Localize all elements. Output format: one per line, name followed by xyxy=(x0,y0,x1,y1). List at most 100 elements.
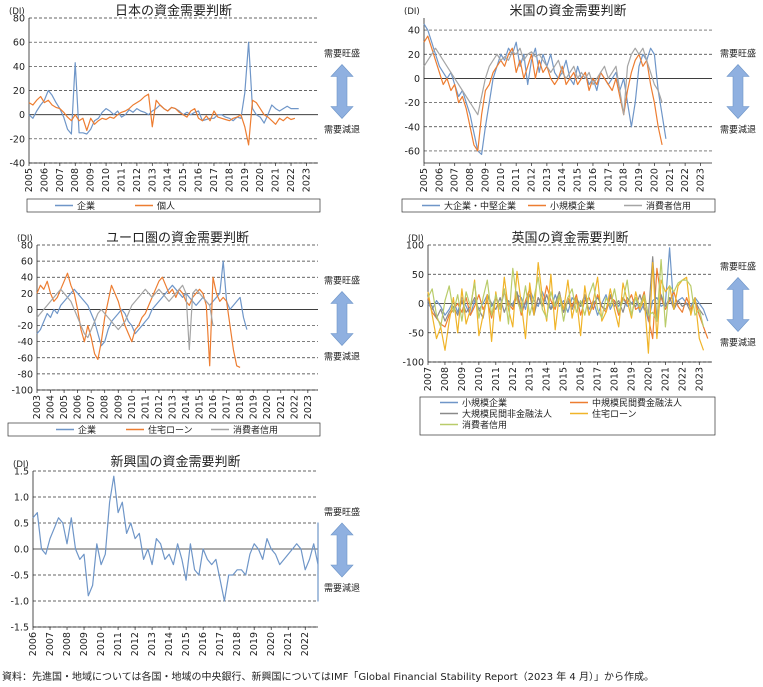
x-tick-label: 2010 xyxy=(127,395,138,419)
x-tick-label: 2014 xyxy=(181,395,192,419)
y-tick-label: 100 xyxy=(406,241,424,252)
double-arrow-icon xyxy=(330,522,354,578)
x-tick-label: 2006 xyxy=(73,395,84,419)
x-tick-label: 2009 xyxy=(457,367,468,391)
y-tick-label: -50 xyxy=(408,328,424,339)
x-tick-label: 2022 xyxy=(289,395,300,419)
x-tick-label: 2018 xyxy=(619,168,630,192)
x-tick-label: 2018 xyxy=(610,367,621,391)
source-note: 資料：先進国・地域については各国・地域の中央銀行、新興国についてはIMF「Glo… xyxy=(2,672,654,683)
x-tick-label: 2009 xyxy=(79,632,90,656)
x-tick-label: 2012 xyxy=(508,367,519,391)
x-tick-label: 2021 xyxy=(665,168,676,192)
label-demand-strong: 需要旺盛 xyxy=(324,506,360,518)
x-tick-label: 2022 xyxy=(680,168,691,192)
x-tick-label: 2013 xyxy=(167,395,178,419)
x-tick-label: 2011 xyxy=(511,168,522,192)
x-tick-label: 2020 xyxy=(262,395,273,419)
x-tick-label: 2019 xyxy=(626,367,637,391)
label-demand-weak: 需要減退 xyxy=(324,124,360,136)
x-tick-label: 2013 xyxy=(542,168,553,192)
legend-label: 小規模企業 xyxy=(462,397,507,409)
y-tick-label: 20 xyxy=(13,86,25,97)
x-tick-label: 2007 xyxy=(86,395,97,419)
x-tick-label: 2019 xyxy=(240,168,251,192)
label-demand-weak: 需要減退 xyxy=(720,124,756,136)
series-line-4 xyxy=(427,259,705,328)
y-tick-label: -40 xyxy=(17,337,33,348)
x-tick-label: 2016 xyxy=(588,168,599,192)
x-tick-label: 2017 xyxy=(215,632,226,656)
y-tick-label: 0.5 xyxy=(14,519,29,530)
x-tick-label: 2006 xyxy=(434,168,445,192)
x-tick-label: 2019 xyxy=(249,632,260,656)
label-demand-strong: 需要旺盛 xyxy=(324,275,360,287)
series-line-0 xyxy=(427,247,709,322)
y-tick-label: 80 xyxy=(21,241,33,252)
x-tick-label: 2007 xyxy=(423,367,434,391)
x-tick-label: 2004 xyxy=(46,395,57,419)
x-tick-label: 2008 xyxy=(440,367,451,391)
panel-uk: 英国の資金需要判断 (DI) -100 -50 0 50 100 2007 2008 2009 20… xyxy=(402,230,756,436)
double-arrow-icon xyxy=(330,291,354,346)
double-arrow-icon xyxy=(726,64,750,119)
y-tick-label: -20 xyxy=(404,98,420,109)
unit-label: (DI) xyxy=(408,234,424,244)
x-tick-label: 2010 xyxy=(474,367,485,391)
x-tick-label: 2020 xyxy=(266,632,277,656)
legend-box xyxy=(401,198,716,213)
label-demand-strong: 需要旺盛 xyxy=(324,48,360,60)
x-tick-label: 2007 xyxy=(45,632,56,656)
chart-title: 米国の資金需要判断 xyxy=(509,3,626,19)
x-tick-label: 2006 xyxy=(28,632,39,656)
x-tick-label: 2012 xyxy=(130,632,141,656)
x-tick-label: 2014 xyxy=(164,632,175,656)
x-tick-label: 2011 xyxy=(140,395,151,419)
legend-label: 大企業・中堅企業 xyxy=(444,200,516,212)
y-tick-label: 20 xyxy=(21,289,33,300)
x-tick-label: 2017 xyxy=(209,168,220,192)
x-tick-label: 2008 xyxy=(100,395,111,419)
x-tick-label: 2014 xyxy=(557,168,568,192)
y-tick-label: -0.5 xyxy=(10,571,29,582)
label-demand-strong: 需要旺盛 xyxy=(720,261,756,273)
legend-label: 消費者信用 xyxy=(646,200,691,212)
y-tick-label: 40 xyxy=(13,62,25,73)
y-tick-label: 0 xyxy=(414,74,420,85)
x-tick-label: 2021 xyxy=(276,395,287,419)
x-tick-label: 2016 xyxy=(198,632,209,656)
y-tick-label: -100 xyxy=(11,386,33,397)
label-demand-weak: 需要減退 xyxy=(324,351,360,363)
label-demand-strong: 需要旺盛 xyxy=(720,48,756,60)
y-tick-label: -1.0 xyxy=(10,597,29,608)
panel-us: 米国の資金需要判断 (DI) -60 -40 -20 0 20 40 2005 2006 2007 2… xyxy=(401,3,756,213)
y-tick-label: -20 xyxy=(9,134,25,145)
x-tick-label: 2009 xyxy=(113,395,124,419)
legend-box xyxy=(26,198,321,213)
y-tick-label: 1.0 xyxy=(14,493,29,504)
panel-emerging: 新興国の資金需要判断 (DI) -1.5 -1.0 -0.5 0.0 0.5 1.0 1.5 20… xyxy=(10,454,360,656)
y-tick-label: -40 xyxy=(9,159,25,170)
legend-box xyxy=(7,422,321,437)
x-tick-label: 2007 xyxy=(450,168,461,192)
x-tick-label: 2022 xyxy=(300,632,311,656)
x-tick-label: 2009 xyxy=(480,168,491,192)
legend-label: 企業 xyxy=(78,424,96,436)
series-line-0 xyxy=(36,260,248,347)
x-tick-label: 2010 xyxy=(496,168,507,192)
x-tick-label: 2013 xyxy=(147,168,158,192)
x-tick-label: 2015 xyxy=(178,168,189,192)
x-tick-label: 2020 xyxy=(255,168,266,192)
x-tick-label: 2015 xyxy=(559,367,570,391)
x-tick-label: 2012 xyxy=(527,168,538,192)
x-tick-label: 2011 xyxy=(116,168,127,192)
legend-label: 大規模民間非金融法人 xyxy=(462,408,552,420)
x-tick-label: 2020 xyxy=(643,367,654,391)
x-tick-label: 2009 xyxy=(86,168,97,192)
x-tick-label: 2023 xyxy=(695,168,706,192)
x-tick-label: 2011 xyxy=(113,632,124,656)
x-tick-label: 2011 xyxy=(491,367,502,391)
y-tick-label: -1.5 xyxy=(10,623,29,634)
x-tick-label: 2008 xyxy=(70,168,81,192)
